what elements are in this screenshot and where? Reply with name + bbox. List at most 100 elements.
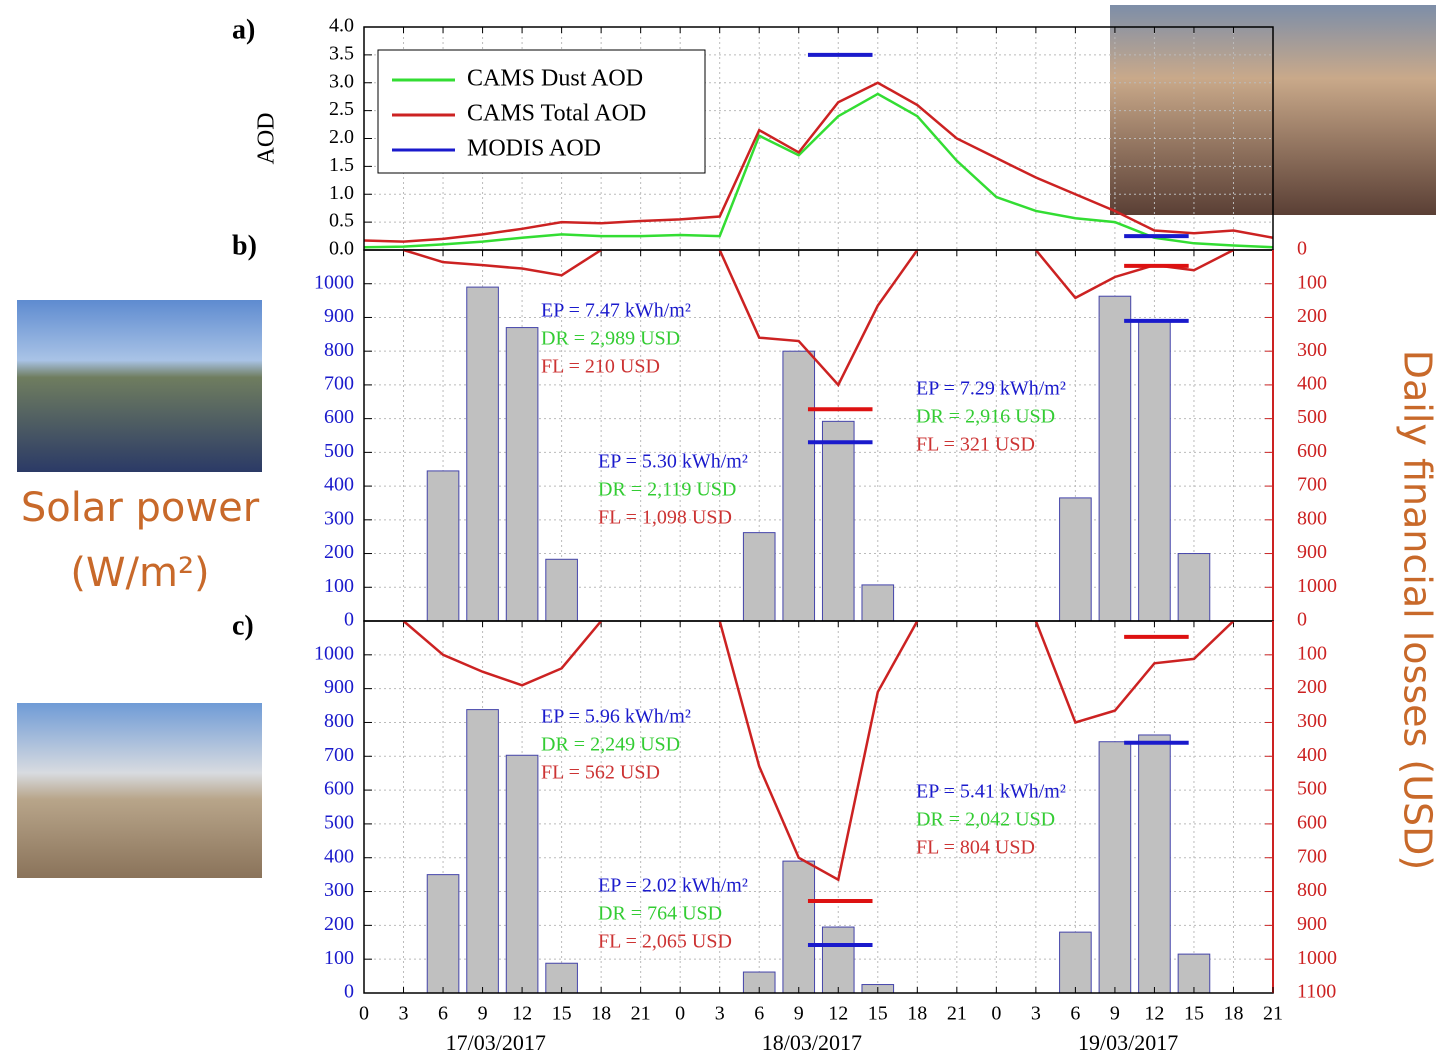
x-tick-label: 3 (1031, 1003, 1041, 1025)
y-tick-label: 3.5 (329, 42, 354, 64)
y-tick-label: 200 (324, 913, 354, 935)
x-tick-label: 18 (907, 1003, 927, 1025)
y2-tick-label: 200 (1297, 676, 1327, 698)
y-tick-label: 0.0 (329, 238, 354, 260)
annotation: DR = 2,119 USD (598, 479, 736, 501)
y-tick-label: 600 (324, 778, 354, 800)
date-label: 17/03/2017 (446, 1030, 546, 1055)
y-tick-label: 300 (324, 879, 354, 901)
y-tick-label: 2.5 (329, 98, 354, 120)
y2-tick-label: 0 (1297, 609, 1307, 631)
bar (1138, 734, 1171, 994)
annotation: DR = 2,249 USD (541, 734, 680, 756)
y-tick-label: 1.0 (329, 182, 354, 204)
bar (466, 286, 499, 622)
annotation: FL = 2,065 USD (598, 931, 732, 953)
y-tick-label: 700 (324, 744, 354, 766)
x-tick-label: 15 (868, 1003, 888, 1025)
y-axis-title: AOD (254, 113, 280, 165)
y-tick-label: 1.5 (329, 154, 354, 176)
x-tick-label: 15 (1184, 1003, 1204, 1025)
y-tick-label: 0 (344, 609, 354, 631)
x-tick-label: 18 (1223, 1003, 1243, 1025)
annotation: FL = 804 USD (916, 837, 1035, 859)
y2-tick-label: 900 (1297, 913, 1327, 935)
x-tick-label: 21 (1263, 1003, 1283, 1025)
y2-tick-label: 800 (1297, 879, 1327, 901)
annotation: FL = 1,098 USD (598, 507, 732, 529)
y2-tick-label: 1000 (1297, 575, 1337, 597)
x-tick-label: 12 (828, 1003, 848, 1025)
date-label: 19/03/2017 (1078, 1030, 1178, 1055)
x-tick-label: 21 (947, 1003, 967, 1025)
bar (1059, 497, 1092, 622)
bar (1138, 319, 1171, 622)
bar (1098, 741, 1132, 994)
bar (545, 558, 578, 622)
annotation: EP = 2.02 kWh/m² (598, 875, 748, 897)
bar (426, 874, 460, 994)
line (363, 92, 1274, 249)
bar (861, 584, 895, 622)
x-tick-label: 21 (631, 1003, 651, 1025)
y2-axis-title: Daily financial losses (USD) (1396, 350, 1440, 871)
bar (1098, 295, 1132, 622)
y2-tick-label: 100 (1297, 271, 1327, 293)
x-tick-label: 3 (715, 1003, 725, 1025)
y2-tick-label: 700 (1297, 845, 1327, 867)
legend-label: MODIS AOD (467, 136, 601, 162)
annotation: EP = 7.29 kWh/m² (916, 378, 1066, 400)
y-tick-label: 800 (324, 710, 354, 732)
x-tick-label: 12 (1144, 1003, 1164, 1025)
bar (426, 470, 460, 622)
y-tick-label: 4.0 (329, 15, 354, 37)
annotation: DR = 2,916 USD (916, 406, 1055, 428)
y-tick-label: 900 (324, 676, 354, 698)
y-axis-title: Solar power (21, 485, 260, 531)
y2-tick-label: 400 (1297, 373, 1327, 395)
annotation: EP = 5.30 kWh/m² (598, 451, 748, 473)
annotation: DR = 2,989 USD (541, 328, 680, 350)
annotation: FL = 321 USD (916, 434, 1035, 456)
plot-frame (363, 249, 1274, 622)
panel-label: c) (232, 610, 254, 641)
y2-tick-label: 500 (1297, 778, 1327, 800)
y2-tick-label: 500 (1297, 406, 1327, 428)
x-tick-label: 3 (399, 1003, 409, 1025)
y2-tick-label: 200 (1297, 305, 1327, 327)
x-tick-label: 9 (1110, 1003, 1120, 1025)
y2-tick-label: 300 (1297, 710, 1327, 732)
annotation: EP = 7.47 kWh/m² (541, 300, 691, 322)
x-tick-label: 0 (675, 1003, 685, 1025)
bar (821, 420, 855, 622)
panel-label: b) (232, 230, 257, 261)
y-tick-label: 3.0 (329, 70, 354, 92)
y-tick-label: 600 (324, 406, 354, 428)
y2-tick-label: 800 (1297, 507, 1327, 529)
annotation: EP = 5.96 kWh/m² (541, 706, 691, 728)
y2-tick-label: 600 (1297, 440, 1327, 462)
x-tick-label: 15 (552, 1003, 572, 1025)
y-tick-label: 1000 (314, 642, 354, 664)
y2-tick-label: 1000 (1297, 947, 1337, 969)
annotation: DR = 764 USD (598, 903, 722, 925)
y2-tick-label: 400 (1297, 744, 1327, 766)
bar (742, 532, 776, 622)
y2-tick-label: 100 (1297, 642, 1327, 664)
y2-tick-label: 900 (1297, 541, 1327, 563)
y-tick-label: 500 (324, 812, 354, 834)
y-tick-label: 1000 (314, 271, 354, 293)
y2-tick-label: 0 (1297, 238, 1307, 260)
y2-tick-label: 700 (1297, 474, 1327, 496)
x-tick-label: 6 (438, 1003, 448, 1025)
y2-tick-label: 600 (1297, 812, 1327, 834)
x-tick-label: 0 (991, 1003, 1001, 1025)
y-axis-title: (W/m²) (70, 550, 209, 596)
x-tick-label: 9 (478, 1003, 488, 1025)
y-tick-label: 700 (324, 373, 354, 395)
bar (821, 926, 855, 994)
panel-label: a) (232, 14, 255, 45)
y-tick-label: 2.0 (329, 126, 354, 148)
y-tick-label: 400 (324, 474, 354, 496)
